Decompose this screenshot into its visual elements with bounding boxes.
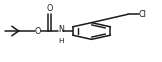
Text: O: O (35, 26, 41, 36)
Text: O: O (46, 4, 53, 14)
Text: Cl: Cl (139, 10, 147, 19)
Text: H: H (58, 38, 64, 44)
Text: N: N (58, 25, 64, 34)
